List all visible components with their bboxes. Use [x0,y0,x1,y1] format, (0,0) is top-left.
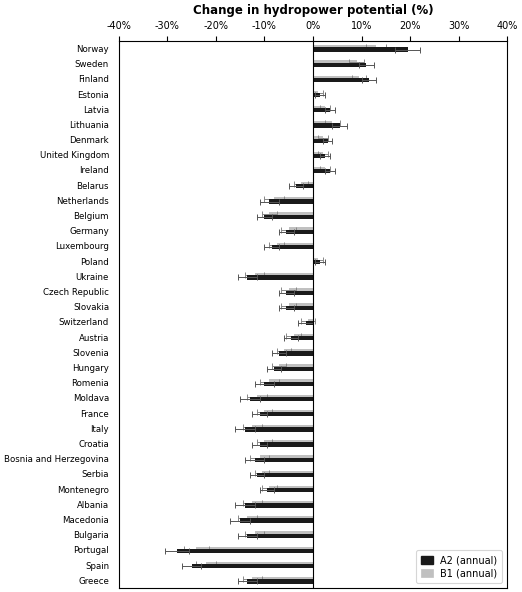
Bar [269,213,313,217]
Bar [247,275,313,279]
Bar [265,382,313,386]
Bar [313,106,325,110]
Legend: A2 (annual), B1 (annual): A2 (annual), B1 (annual) [416,551,502,583]
Bar [265,214,313,219]
Bar [265,410,313,414]
Bar [257,473,313,477]
Bar [177,549,313,553]
Bar [313,136,323,140]
Bar [313,169,330,173]
X-axis label: Change in hydropower potential (%): Change in hydropower potential (%) [193,4,433,17]
Bar [313,139,327,143]
Bar [279,364,313,368]
Bar [284,349,313,353]
Bar [313,123,340,128]
Bar [313,63,366,67]
Bar [313,121,333,126]
Bar [269,486,313,490]
Bar [252,425,313,429]
Bar [259,442,313,447]
Bar [269,379,313,384]
Bar [313,152,323,156]
Bar [286,305,313,310]
Bar [206,562,313,566]
Bar [289,288,313,292]
Bar [196,546,313,551]
Bar [245,503,313,507]
Bar [247,533,313,538]
Bar [296,184,313,188]
Bar [255,458,313,462]
Bar [250,397,313,401]
Bar [313,93,320,97]
Bar [279,351,313,356]
Bar [313,167,325,171]
Bar [269,200,313,204]
Bar [274,197,313,201]
Bar [265,440,313,445]
Bar [271,245,313,249]
Bar [313,108,330,112]
Bar [313,260,320,265]
Bar [289,227,313,231]
Bar [247,579,313,584]
Bar [313,45,376,49]
Bar [301,182,313,186]
Bar [277,243,313,247]
Bar [267,488,313,493]
Bar [291,336,313,340]
Bar [313,76,359,80]
Bar [313,47,408,52]
Bar [274,366,313,371]
Bar [286,291,313,295]
Bar [313,60,357,65]
Bar [308,318,313,323]
Bar [313,154,325,158]
Bar [259,455,313,459]
Bar [262,471,313,475]
Bar [252,501,313,505]
Bar [313,258,318,262]
Bar [286,230,313,234]
Bar [252,577,313,581]
Bar [240,519,313,523]
Bar [255,273,313,277]
Bar [313,78,369,82]
Bar [247,516,313,520]
Bar [192,564,313,568]
Bar [293,334,313,338]
Bar [255,532,313,536]
Bar [245,427,313,432]
Bar [289,304,313,308]
Bar [306,321,313,325]
Bar [259,412,313,416]
Bar [257,395,313,399]
Bar [313,91,318,95]
